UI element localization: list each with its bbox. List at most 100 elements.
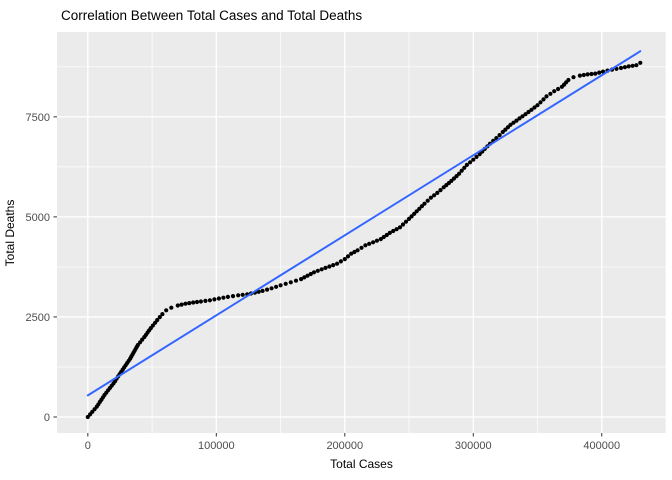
scatter-point (397, 225, 403, 230)
scatter-point (345, 254, 351, 259)
scatter-point (422, 201, 427, 206)
scatter-point (323, 265, 328, 270)
scatter-point (315, 268, 320, 273)
scatter-point (577, 73, 583, 78)
scatter-point (198, 299, 203, 304)
scatter-point (497, 133, 502, 138)
scatter-point (371, 240, 376, 245)
scatter-point (417, 206, 422, 211)
scatter-point (409, 214, 414, 219)
scatter-point (414, 209, 419, 214)
scatter-point (523, 112, 528, 117)
scatter-point (352, 249, 357, 255)
scatter-point (342, 257, 347, 262)
x-tick-label: 100000 (198, 440, 235, 452)
scatter-point (419, 204, 424, 209)
scatter-point (638, 60, 643, 65)
scatter-point (265, 287, 270, 292)
scatter-point (194, 299, 200, 305)
scatter-point (236, 293, 241, 298)
scatter-point (532, 105, 537, 110)
scatter-point (260, 288, 265, 293)
scatter-point (428, 195, 433, 200)
y-axis-title: Total Deaths (3, 199, 17, 267)
scatter-point (585, 72, 590, 77)
scatter-point (391, 228, 396, 234)
x-tick-label: 400000 (583, 440, 620, 452)
scatter-point (520, 114, 525, 119)
trend-line (86, 50, 642, 397)
scatter-point (394, 227, 399, 232)
scatter-point (179, 302, 184, 307)
scatter-point (526, 109, 531, 115)
y-tick-label: 2500 (26, 312, 50, 324)
scatter-point (435, 190, 440, 195)
scatter-point (311, 270, 317, 275)
scatter-point (269, 286, 274, 291)
scatter-point (438, 188, 443, 193)
scatter-point (207, 298, 212, 303)
scatter-point (384, 232, 389, 238)
scatter-point (293, 278, 299, 283)
scatter-point (355, 248, 360, 253)
scatter-point (462, 165, 467, 170)
y-tick-label: 0 (44, 412, 50, 424)
scatter-point (335, 261, 340, 266)
scatter-point (216, 296, 221, 301)
scatter-point (457, 171, 462, 176)
scatter-point (425, 198, 430, 203)
scatter-point (514, 118, 519, 123)
scatter-point (400, 222, 406, 227)
scatter-point (230, 294, 236, 299)
scatter-point (157, 315, 162, 320)
scatter-point (468, 160, 473, 165)
scatter-point (581, 72, 586, 78)
x-tick-label: 0 (85, 440, 91, 452)
scatter-point (374, 238, 379, 243)
scatter-point (187, 301, 192, 306)
scatter-point (464, 162, 469, 167)
scatter-point (363, 243, 368, 248)
scatter-point (221, 295, 226, 300)
scatter-point (283, 281, 288, 286)
scatter-point (529, 107, 534, 112)
scatter-point (556, 86, 561, 92)
scatter-point (406, 216, 412, 221)
scatter-point (544, 94, 549, 99)
scatter-point (349, 251, 354, 256)
scatter-point (160, 312, 165, 317)
scatter-point (630, 63, 635, 68)
scatter-point (164, 308, 169, 313)
scatter-point (552, 89, 557, 94)
scatter-point (212, 297, 217, 302)
scatter-point (299, 277, 304, 282)
scatter-point (288, 280, 293, 285)
x-axis-title: Total Cases (330, 457, 393, 471)
scatter-point (378, 237, 383, 242)
y-tick-label: 5000 (26, 212, 50, 224)
scatter-point (538, 100, 543, 105)
scatter-point (338, 259, 343, 264)
scatter-point (634, 63, 639, 68)
scatter-point (511, 120, 516, 125)
scatter-point (175, 303, 180, 308)
scatter-point (191, 300, 196, 305)
scatter-point (474, 154, 479, 159)
scatter-point (203, 298, 208, 303)
y-tick-label: 7500 (26, 112, 50, 124)
scatter-point (155, 318, 160, 323)
scatter-point (403, 219, 409, 224)
scatter-point (597, 70, 602, 75)
scatter-point (566, 77, 571, 83)
scatter-point (471, 157, 476, 162)
scatter-point (359, 245, 364, 250)
scatter-point (225, 294, 230, 299)
scatter-point (618, 65, 624, 71)
scatter-point (541, 97, 546, 102)
scatter-point (240, 292, 245, 297)
scatter-point (432, 193, 437, 198)
scatter-point (459, 168, 464, 173)
scatter-point (387, 230, 392, 235)
scatter-point (331, 263, 336, 268)
